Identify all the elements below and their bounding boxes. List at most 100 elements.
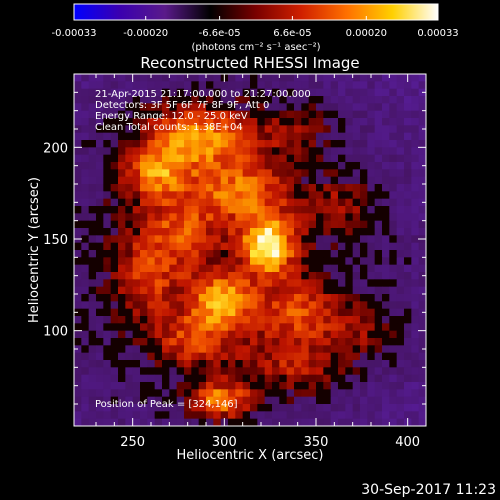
heatmap-cell — [374, 228, 383, 236]
heatmap-cell — [118, 154, 126, 163]
heatmap-cell — [389, 96, 398, 104]
heatmap-cell — [74, 191, 82, 200]
heatmap-cell — [125, 382, 134, 390]
heatmap-cell — [228, 330, 236, 339]
heatmap-cell — [235, 103, 244, 112]
heatmap-cell — [191, 140, 200, 148]
heatmap-cell — [264, 242, 273, 251]
heatmap-cell — [118, 132, 126, 141]
heatmap-cell — [213, 103, 222, 112]
heatmap-cell — [264, 345, 273, 354]
heatmap-cell — [418, 206, 426, 214]
heatmap-cell — [345, 162, 354, 170]
heatmap-cell — [323, 264, 332, 273]
heatmap-cell — [140, 374, 148, 383]
heatmap-cell — [360, 110, 368, 119]
heatmap-cell — [308, 198, 317, 207]
heatmap-cell — [176, 162, 185, 170]
heatmap-cell — [294, 206, 302, 214]
heatmap-cell — [228, 352, 236, 361]
heatmap-cell — [345, 257, 354, 266]
heatmap-cell — [235, 257, 244, 266]
heatmap-cell — [132, 396, 141, 405]
heatmap-cell — [330, 235, 339, 244]
heatmap-cell — [125, 404, 134, 412]
heatmap-cell — [103, 367, 112, 376]
heatmap-cell — [242, 404, 251, 412]
heatmap-cell — [184, 338, 192, 346]
heatmap-cell — [198, 206, 207, 214]
heatmap-cell — [286, 162, 295, 170]
heatmap-cell — [330, 382, 339, 390]
heatmap-cell — [184, 352, 192, 361]
heatmap-cell — [206, 176, 214, 185]
heatmap-cell — [96, 198, 104, 207]
heatmap-cell — [316, 242, 324, 251]
chart-title: Reconstructed RHESSI Image — [140, 54, 359, 72]
heatmap-cell — [213, 125, 222, 134]
heatmap-cell — [382, 110, 390, 119]
heatmap-cell — [360, 140, 368, 148]
heatmap-cell — [301, 132, 310, 141]
heatmap-cell — [242, 411, 251, 420]
heatmap-cell — [169, 132, 178, 141]
heatmap-cell — [169, 389, 178, 398]
heatmap-cell — [345, 418, 354, 426]
heatmap-cell — [103, 103, 112, 112]
heatmap-cell — [169, 176, 178, 185]
y-tick-label: 150 — [43, 233, 68, 248]
heatmap-cell — [176, 213, 185, 222]
heatmap-cell — [404, 213, 412, 222]
heatmap-cell — [330, 389, 339, 398]
heatmap-cell — [228, 308, 236, 317]
heatmap-cell — [323, 235, 332, 244]
heatmap-cell — [162, 382, 170, 390]
heatmap-cell — [132, 352, 141, 361]
heatmap-cell — [360, 103, 368, 112]
heatmap-cell — [411, 360, 420, 368]
heatmap-cell — [242, 279, 251, 288]
heatmap-cell — [198, 367, 207, 376]
heatmap-cell — [272, 154, 280, 163]
heatmap-cell — [360, 125, 368, 134]
heatmap-cell — [88, 404, 97, 412]
heatmap-cell — [338, 374, 346, 383]
heatmap-cell — [367, 110, 376, 119]
heatmap-cell — [345, 191, 354, 200]
heatmap-cell — [294, 301, 302, 310]
heatmap-cell — [257, 228, 266, 236]
heatmap-cell — [411, 96, 420, 104]
heatmap-cell — [316, 103, 324, 112]
heatmap-cell — [176, 279, 185, 288]
heatmap-cell — [176, 360, 185, 368]
heatmap-cell — [404, 140, 412, 148]
heatmap-cell — [140, 323, 148, 332]
heatmap-cell — [382, 96, 390, 104]
heatmap-cell — [418, 176, 426, 185]
heatmap-cell — [206, 235, 214, 244]
heatmap-cell — [367, 404, 376, 412]
heatmap-cell — [345, 294, 354, 302]
heatmap-cell — [382, 367, 390, 376]
footer-timestamp: 30-Sep-2017 11:23 — [361, 482, 496, 498]
heatmap-cell — [323, 125, 332, 134]
heatmap-cell — [206, 228, 214, 236]
heatmap-cell — [235, 96, 244, 104]
heatmap-cell — [360, 250, 368, 258]
heatmap-cell — [96, 154, 104, 163]
heatmap-cell — [338, 272, 346, 280]
heatmap-cell — [198, 345, 207, 354]
heatmap-cell — [264, 301, 273, 310]
heatmap-cell — [191, 103, 200, 112]
heatmap-cell — [81, 132, 90, 141]
heatmap-cell — [235, 316, 244, 324]
heatmap-cell — [264, 338, 273, 346]
heatmap-cell — [330, 404, 339, 412]
heatmap-cell — [360, 88, 368, 97]
heatmap-cell — [103, 396, 112, 405]
heatmap-cell — [404, 110, 412, 119]
heatmap-cell — [154, 96, 163, 104]
heatmap-cell — [228, 162, 236, 170]
heatmap-cell — [220, 132, 229, 141]
heatmap-cell — [382, 264, 390, 273]
